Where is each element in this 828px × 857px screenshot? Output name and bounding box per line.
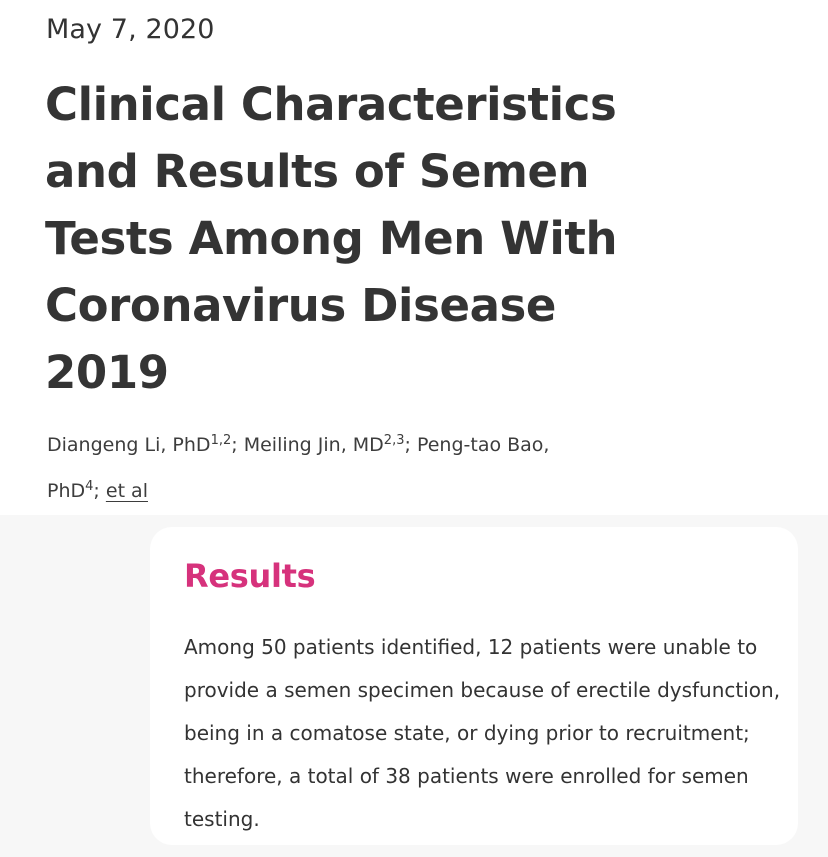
author-separator: ; (231, 434, 244, 456)
article-header: May 7, 2020 Clinical Characteristics and… (45, 14, 618, 514)
author-list: Diangeng Li, PhD1,2; Meiling Jin, MD2,3;… (47, 422, 567, 514)
author-name: Peng-tao Bao, PhD (47, 434, 550, 502)
author-name: Meiling Jin, MD (243, 434, 384, 456)
results-section-background: Results Among 50 patients identified, 12… (0, 515, 828, 857)
article-title: Clinical Characteristics and Results of … (45, 78, 618, 399)
results-heading: Results (184, 557, 316, 595)
results-card: Results Among 50 patients identified, 12… (150, 527, 798, 845)
publication-date: May 7, 2020 (46, 14, 215, 45)
author-affiliation: 2,3 (383, 433, 405, 448)
results-text: Among 50 patients identified, 12 patient… (184, 635, 781, 831)
author-separator: ; (93, 480, 106, 502)
author-affiliation: 4 (85, 479, 94, 494)
et-al-link[interactable]: et al (105, 480, 148, 502)
author-affiliation: 1,2 (210, 433, 232, 448)
author-name: Diangeng Li, PhD (47, 434, 211, 456)
author-separator: ; (404, 434, 417, 456)
